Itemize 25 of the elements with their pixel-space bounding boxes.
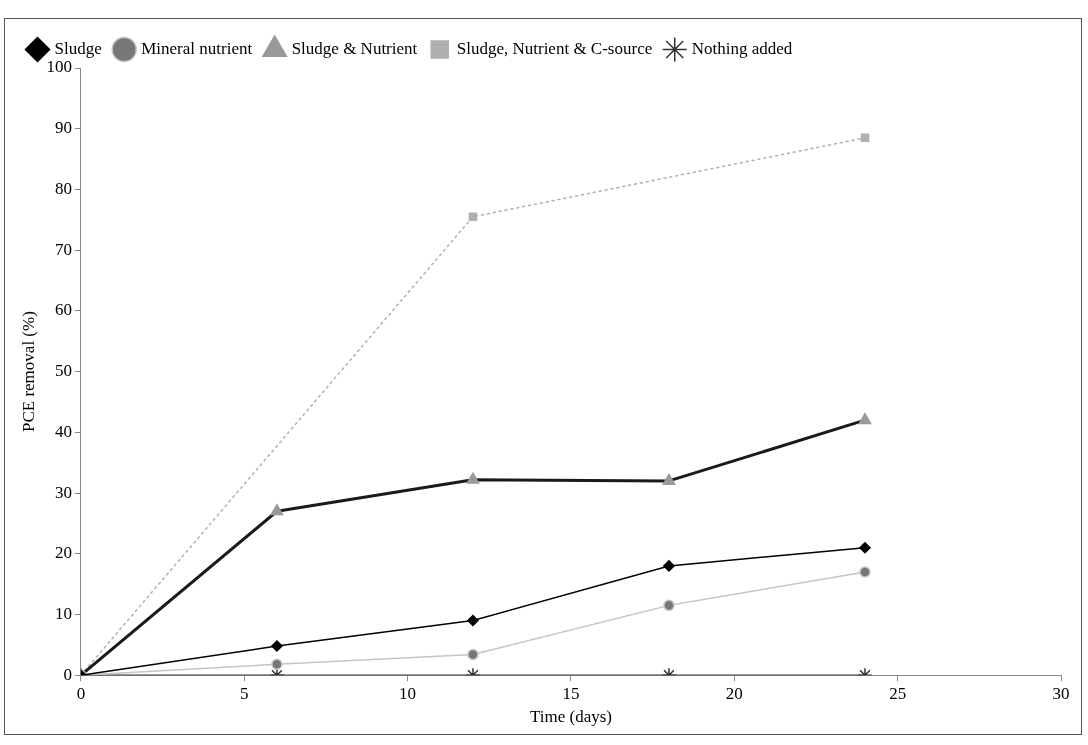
y-tick-label: 50 xyxy=(54,361,72,381)
x-tick-label: 25 xyxy=(889,683,907,703)
x-axis-title: Time (days) xyxy=(529,707,612,727)
x-tick-label: 20 xyxy=(725,683,743,703)
y-tick-label: 20 xyxy=(54,543,72,563)
x-tick-label: 10 xyxy=(399,683,417,703)
legend-label: Nothing added xyxy=(691,38,793,58)
y-tick-label: 10 xyxy=(54,603,72,623)
legend-label: Sludge, Nutrient & C-source xyxy=(456,38,653,58)
y-tick-label: 70 xyxy=(54,239,72,259)
y-tick-label: 60 xyxy=(54,300,72,320)
x-tick-label: 15 xyxy=(562,683,580,703)
legend-label: Sludge & Nutrient xyxy=(291,38,418,58)
y-tick-label: 0 xyxy=(63,664,72,684)
y-tick-label: 40 xyxy=(54,421,72,441)
x-tick-label: 5 xyxy=(240,683,249,703)
y-axis-title: PCE removal (%) xyxy=(18,311,38,433)
y-tick-label: 30 xyxy=(54,482,72,502)
y-tick-label: 80 xyxy=(54,178,72,198)
legend-label: Mineral nutrient xyxy=(141,38,253,58)
x-tick-label: 0 xyxy=(76,683,86,703)
x-tick-label: 30 xyxy=(1052,683,1070,703)
y-tick-label: 90 xyxy=(54,118,72,138)
legend-label: Sludge xyxy=(54,38,102,58)
y-tick-label: 100 xyxy=(46,57,72,77)
